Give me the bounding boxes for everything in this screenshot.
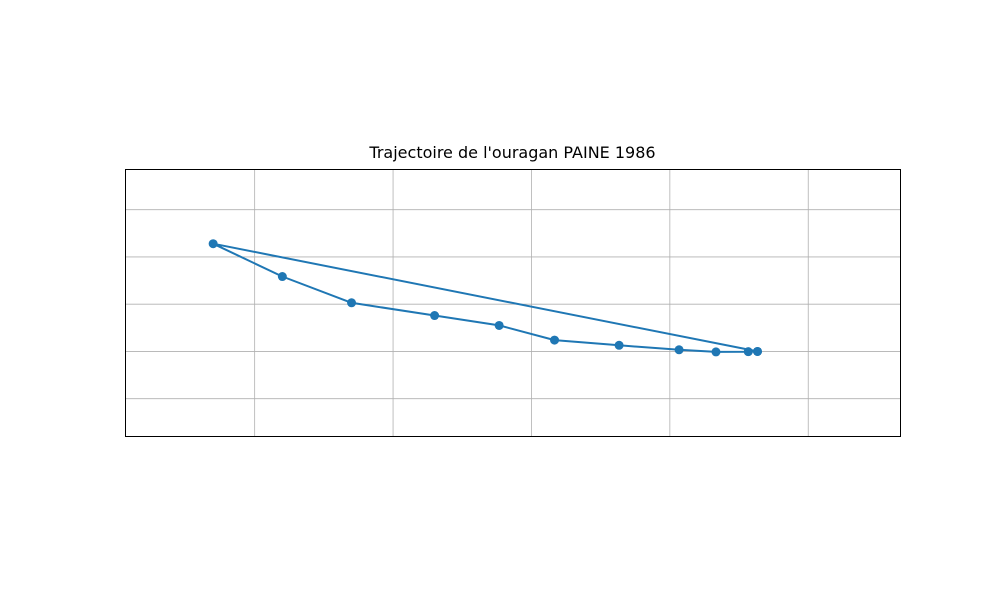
series-line-0	[212, 242, 758, 353]
chart-title: Trajectoire de l'ouragan PAINE 1986	[369, 143, 656, 162]
track-point-6	[494, 320, 504, 330]
track-point-5	[550, 335, 560, 345]
grid-layer	[125, 169, 901, 437]
track-point-8	[347, 298, 357, 308]
series-layer	[208, 239, 762, 357]
track-point-9	[277, 272, 287, 282]
track-point-10	[208, 239, 218, 249]
track-point-1	[743, 347, 753, 357]
track-point-11	[752, 346, 762, 356]
plot-frame	[125, 169, 901, 437]
track-point-7	[430, 311, 440, 321]
track-point-2	[711, 347, 721, 357]
track-point-3	[674, 345, 684, 355]
track-point-4	[614, 340, 624, 350]
